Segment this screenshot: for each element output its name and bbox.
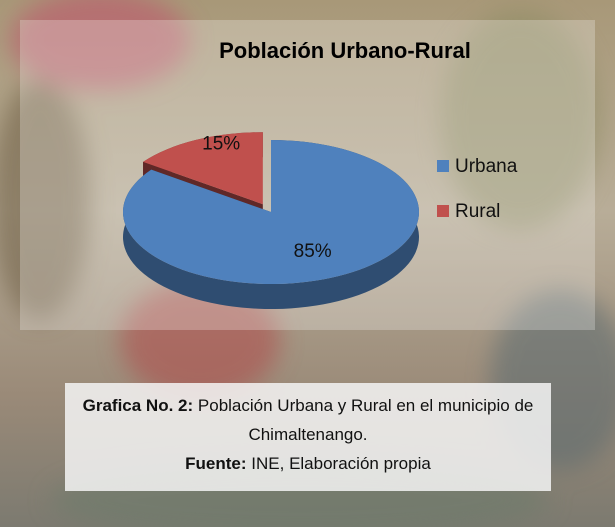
data-label: 15% bbox=[202, 133, 240, 154]
caption-label: Grafica No. 2: bbox=[83, 396, 194, 415]
data-label: 85% bbox=[294, 241, 332, 262]
source-label: Fuente: bbox=[185, 454, 246, 473]
caption: Grafica No. 2: Población Urbana y Rural … bbox=[65, 383, 551, 491]
legend-swatch bbox=[437, 205, 449, 217]
legend-label: Urbana bbox=[455, 156, 518, 177]
caption-text: Población Urbana y Rural en el municipio… bbox=[198, 396, 533, 444]
page: Población Urbano-Rural 15% 85% Urbana Rura… bbox=[0, 0, 615, 527]
chart-title: Población Urbano-Rural bbox=[219, 38, 471, 63]
legend-swatch bbox=[437, 160, 449, 172]
legend-label: Rural bbox=[455, 201, 500, 222]
source-text: INE, Elaboración propia bbox=[251, 454, 431, 473]
